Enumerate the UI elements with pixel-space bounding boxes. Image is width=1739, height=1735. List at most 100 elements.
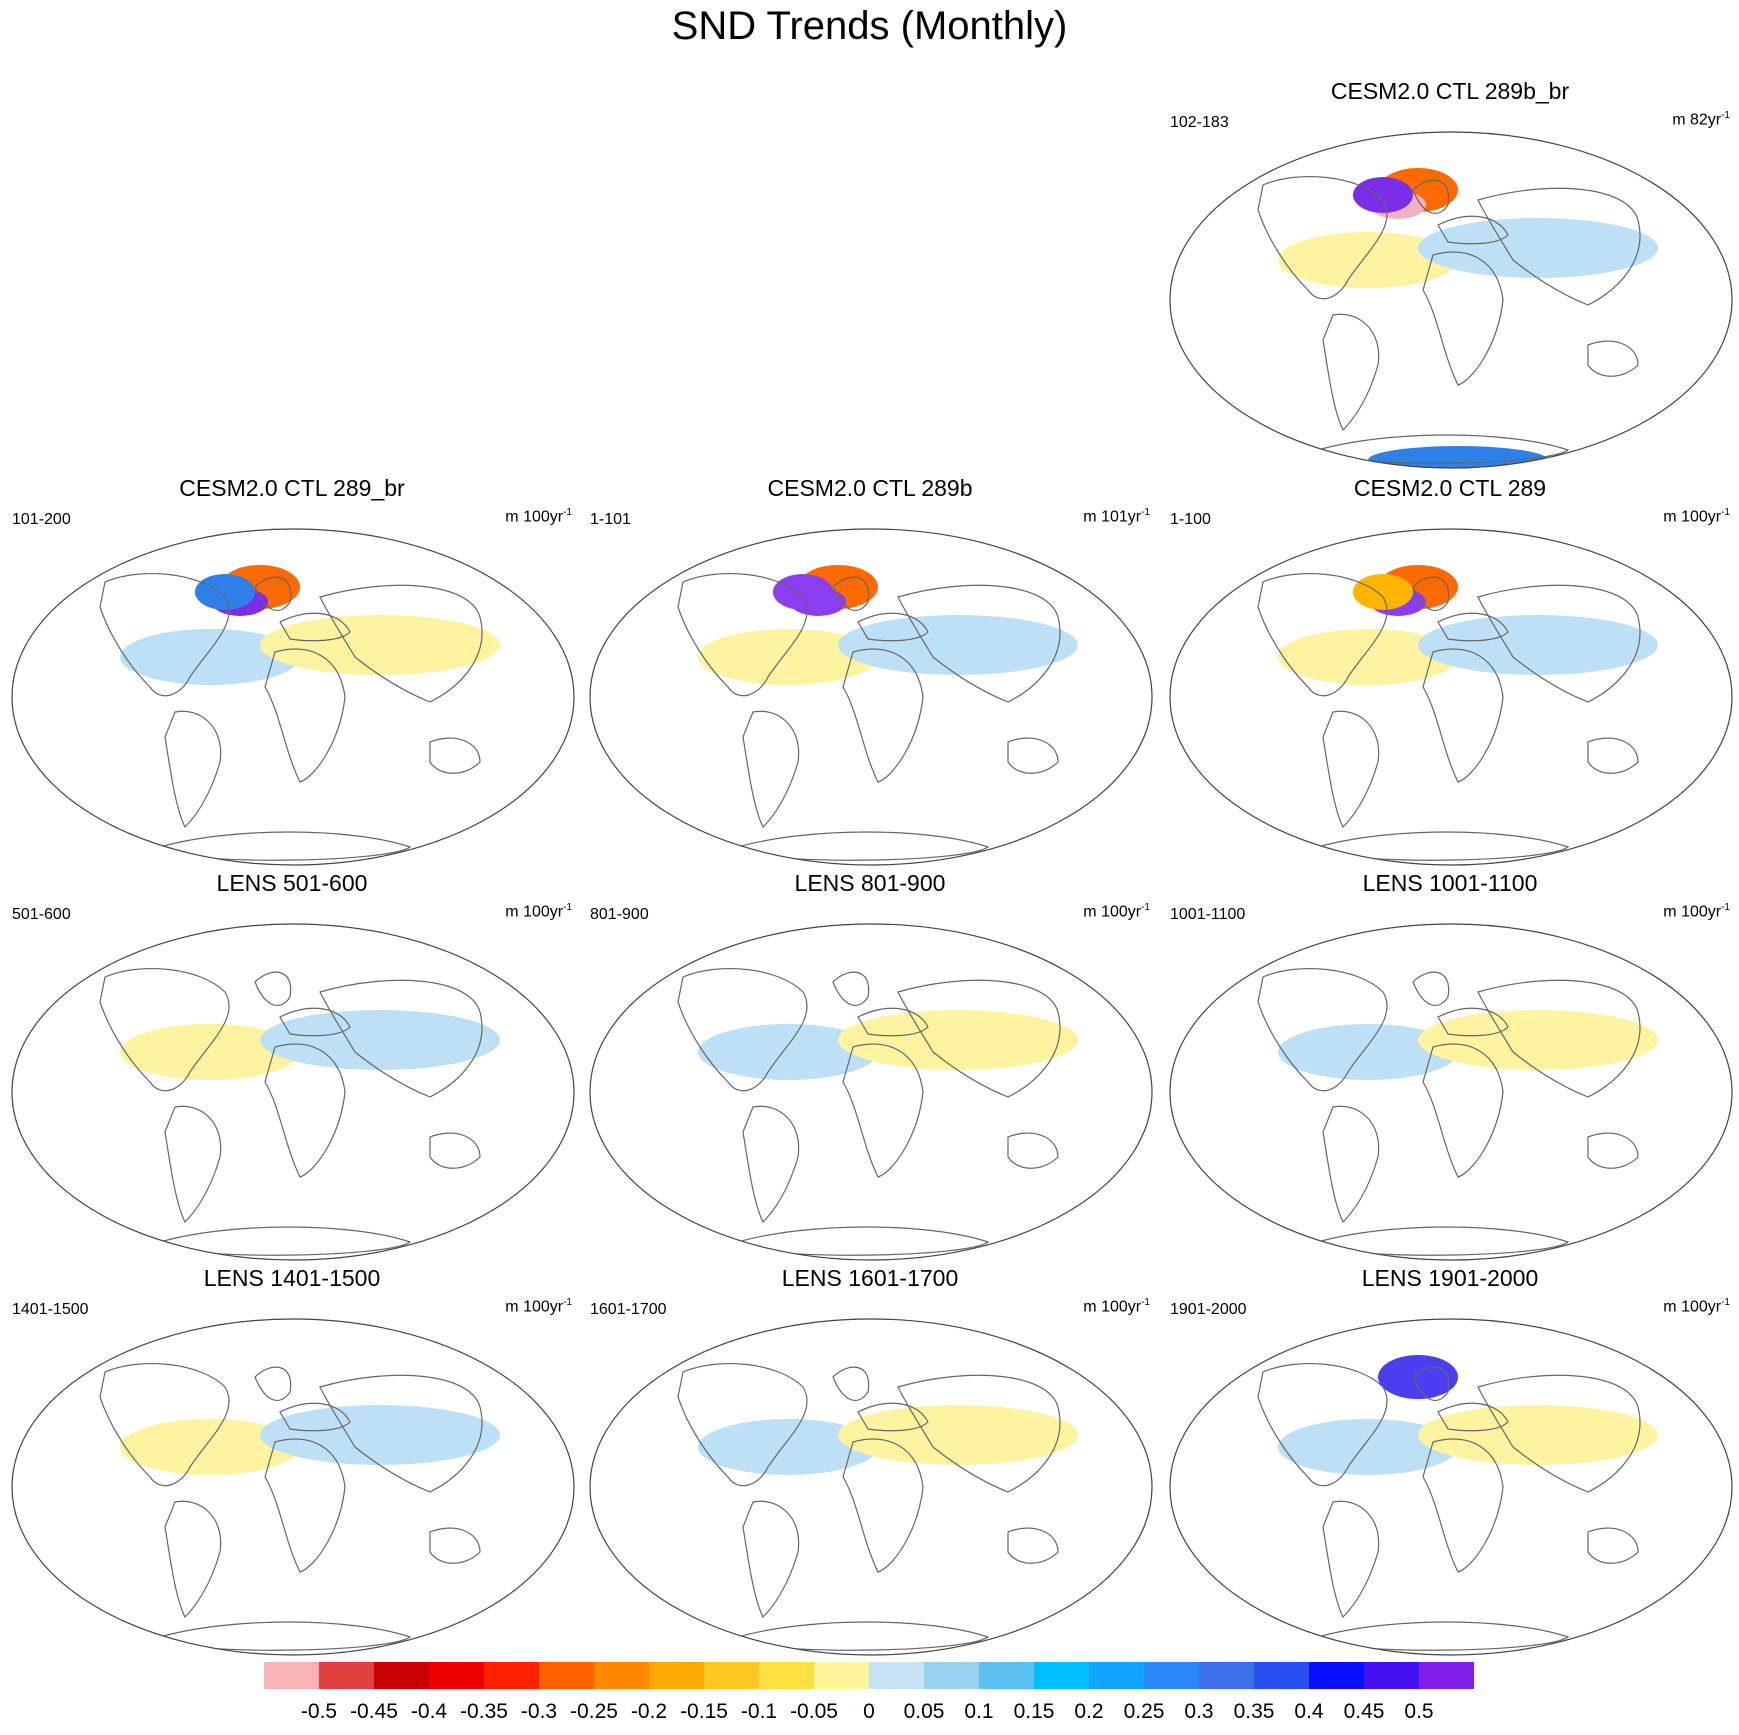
- continent-outline: [1322, 1105, 1380, 1224]
- map-panel-p9: LENS 1601-1700 1601-1700 m 100yr-1: [580, 1265, 1160, 1656]
- map-panel-p6: LENS 801-900 801-900 m 100yr-1: [580, 870, 1160, 1261]
- colorbar-tick-label: -0.4: [410, 1700, 448, 1723]
- continent-outline: [254, 576, 292, 612]
- world-map: [589, 528, 1153, 866]
- colorbar-tick-label: 0.3: [1184, 1700, 1214, 1723]
- map-border: [11, 923, 575, 1261]
- continent-outline: [159, 1621, 412, 1651]
- continent-outline: [1437, 1007, 1509, 1037]
- continent-outline: [279, 1007, 351, 1037]
- trend-patch: [838, 1010, 1078, 1070]
- map-border: [11, 528, 575, 866]
- trend-patch: [1353, 574, 1413, 610]
- continent-outline: [99, 968, 230, 1092]
- world-map: [1169, 131, 1733, 469]
- continent-outline: [677, 968, 808, 1092]
- colorbar-swatch: [1089, 1662, 1144, 1689]
- colorbar-swatch: [1254, 1662, 1309, 1689]
- world-map: [11, 923, 575, 1261]
- continent-outline: [279, 1402, 351, 1432]
- continent-outline: [897, 584, 1061, 703]
- continent-outline: [1412, 576, 1450, 612]
- continent-outline: [1257, 968, 1388, 1092]
- trend-patch: [1278, 232, 1458, 288]
- panel-unit: m 100yr-1: [1663, 507, 1730, 526]
- panel-year-range: 1401-1500: [12, 1301, 89, 1318]
- world-map: [1169, 1318, 1733, 1656]
- colorbar-tick-label: -0.05: [790, 1700, 838, 1723]
- panel-year-range: 101-200: [12, 511, 71, 528]
- trend-patch: [1418, 1405, 1658, 1465]
- continent-outline: [1587, 340, 1639, 377]
- colorbar-tick-label: 0.5: [1404, 1700, 1434, 1723]
- map-border: [1169, 1318, 1733, 1656]
- continent-outline: [279, 612, 351, 642]
- continent-outline: [164, 710, 222, 829]
- trend-patch: [1418, 615, 1658, 675]
- continent-outline: [429, 737, 481, 774]
- colorbar-swatch: [429, 1662, 484, 1689]
- map-border: [11, 1318, 575, 1656]
- colorbar-swatch: [869, 1662, 924, 1689]
- colorbar-swatch: [814, 1662, 869, 1689]
- world-map: [11, 528, 575, 866]
- map-panel-p4: CESM2.0 CTL 289 1-100 m 100yr-1: [1160, 475, 1739, 866]
- continent-outline: [1322, 710, 1380, 829]
- colorbar-swatch: [1364, 1662, 1419, 1689]
- colorbar-swatch: [979, 1662, 1034, 1689]
- trend-patch: [1418, 218, 1658, 278]
- continent-outline: [1317, 831, 1570, 861]
- map-border: [1169, 131, 1733, 469]
- trend-patch: [1378, 1355, 1458, 1399]
- continent-outline: [832, 971, 870, 1007]
- map-panel-p2: CESM2.0 CTL 289_br 101-200 m 100yr-1: [2, 475, 582, 866]
- colorbar-tick-label: -0.5: [300, 1700, 338, 1723]
- continent-outline: [429, 1527, 481, 1564]
- continent-outline: [99, 1363, 230, 1487]
- continent-outline: [857, 1402, 929, 1432]
- world-map: [589, 923, 1153, 1261]
- panel-title: CESM2.0 CTL 289: [1353, 475, 1547, 501]
- panel-year-range: 1601-1700: [590, 1301, 667, 1318]
- continent-outline: [1477, 979, 1641, 1098]
- continent-outline: [1007, 737, 1059, 774]
- colorbar-tick-label: -0.35: [460, 1700, 508, 1723]
- figure-title: SND Trends (Monthly): [671, 4, 1068, 48]
- colorbar-swatch: [319, 1662, 374, 1689]
- continent-outline: [264, 1438, 346, 1573]
- colorbar-tick-label: 0: [863, 1700, 875, 1723]
- colorbar-swatch: [1034, 1662, 1089, 1689]
- continent-outline: [742, 1105, 800, 1224]
- continent-outline: [159, 1226, 412, 1256]
- colorbar-swatch: [539, 1662, 594, 1689]
- continent-outline: [1317, 1226, 1570, 1256]
- colorbar-swatch: [374, 1662, 429, 1689]
- colorbar-swatch: [484, 1662, 539, 1689]
- continent-outline: [1587, 1527, 1639, 1564]
- panel-unit: m 82yr-1: [1672, 110, 1730, 129]
- panel-title: CESM2.0 CTL 289b_br: [1330, 78, 1570, 104]
- continent-outline: [264, 648, 346, 783]
- panel-unit: m 100yr-1: [1083, 902, 1150, 921]
- trend-patch: [1353, 177, 1413, 213]
- colorbar-swatch: [1419, 1662, 1474, 1689]
- continent-outline: [1422, 251, 1504, 386]
- trend-patch: [260, 1405, 500, 1465]
- continent-outline: [159, 831, 412, 861]
- colorbar-tick-label: 0.15: [1013, 1700, 1055, 1723]
- panel-title: LENS 1001-1100: [1362, 870, 1538, 896]
- continent-outline: [1412, 179, 1450, 215]
- trend-patch: [195, 574, 255, 610]
- trend-patch: [1278, 1024, 1458, 1080]
- continent-outline: [1437, 612, 1509, 642]
- trend-patch: [1278, 1419, 1458, 1475]
- panel-year-range: 1-100: [1170, 511, 1211, 528]
- panel-year-range: 1901-2000: [1170, 1301, 1247, 1318]
- continent-outline: [164, 1500, 222, 1619]
- trend-patch: [1368, 446, 1548, 468]
- continent-outline: [1477, 187, 1641, 306]
- map-panel-p3: CESM2.0 CTL 289b 1-101 m 101yr-1: [580, 475, 1160, 866]
- continent-outline: [429, 1132, 481, 1169]
- colorbar-tick-label: 0.35: [1233, 1700, 1275, 1723]
- colorbar-swatch: [649, 1662, 704, 1689]
